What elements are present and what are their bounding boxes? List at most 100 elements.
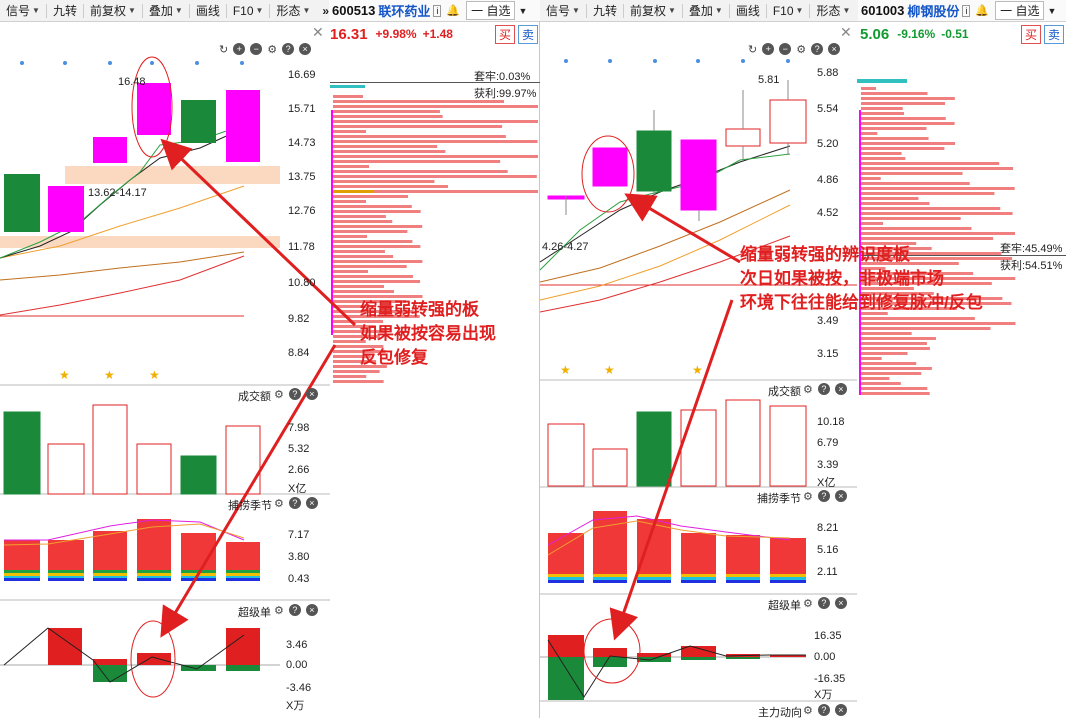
help-icon[interactable]: ?: [288, 604, 301, 616]
buy-button[interactable]: 买: [1020, 24, 1041, 44]
toolbar-separator: [585, 3, 587, 18]
watchlist-button[interactable]: 一 自选: [466, 1, 516, 20]
left-chart-panel: 信号 ▼ 九转 前复权 ▼ 叠加 ▼ 画线 F10 ▼ 形态 ▼ » 600513 联环药业 i 🔔 …: [0, 0, 540, 718]
toolbar-item-label: 叠加: [148, 4, 173, 18]
toolbar-item-label: 画线: [735, 4, 760, 18]
zoom-out-icon[interactable]: −: [779, 43, 792, 55]
super-order-axis-label: -3.46: [286, 682, 312, 694]
toolbar-item[interactable]: 信号 ▼: [540, 2, 586, 19]
close-icon[interactable]: ×: [828, 43, 841, 55]
sell-button[interactable]: 卖: [1043, 24, 1064, 44]
toolbar-item[interactable]: 形态 ▼: [810, 2, 856, 19]
refresh-icon[interactable]: ↻: [219, 44, 229, 56]
high-price-label: 5.81: [758, 74, 780, 86]
close-icon[interactable]: ×: [305, 497, 318, 509]
close-icon[interactable]: ×: [305, 604, 318, 616]
gear-icon[interactable]: ⚙: [803, 705, 813, 717]
gear-icon[interactable]: ⚙: [803, 384, 813, 396]
zoom-in-icon[interactable]: +: [762, 43, 775, 55]
close-icon[interactable]: ×: [834, 597, 847, 609]
help-icon[interactable]: ?: [282, 43, 295, 55]
chart-controls: ↻ + − ⚙ ? ×: [219, 43, 312, 56]
gear-icon[interactable]: ⚙: [274, 498, 284, 510]
left-quote-header: 600513 联环药业 i 🔔 一 自选 ▼: [329, 0, 540, 22]
help-icon[interactable]: ?: [817, 597, 830, 609]
toolbar-item-label: 形态: [276, 4, 301, 18]
volume-axis-label: 5.32: [288, 443, 310, 455]
close-icon[interactable]: ×: [834, 490, 847, 502]
toolbar-item[interactable]: F10 ▼: [767, 4, 810, 18]
toolbar-item[interactable]: 前复权 ▼: [84, 2, 142, 19]
panel-controls: ⚙? ×: [803, 490, 847, 503]
zoom-out-icon[interactable]: −: [250, 43, 263, 55]
toolbar-item[interactable]: F10 ▼: [227, 4, 270, 18]
panel-controls: ⚙? ×: [274, 604, 318, 617]
buy-button[interactable]: 买: [494, 24, 515, 44]
help-icon[interactable]: ?: [288, 388, 301, 400]
info-icon[interactable]: i: [962, 4, 971, 17]
toolbar-item-label: 信号: [6, 4, 31, 18]
panel-controls: ⚙? ×: [803, 597, 847, 610]
gear-icon[interactable]: ⚙: [796, 44, 807, 56]
help-icon[interactable]: ?: [811, 43, 824, 55]
season-axis-label: 5.16: [817, 544, 839, 556]
help-icon[interactable]: ?: [817, 704, 830, 716]
close-icon[interactable]: ✕: [312, 24, 324, 40]
bell-icon[interactable]: 🔔: [446, 5, 461, 17]
zoom-in-icon[interactable]: +: [233, 43, 246, 55]
toolbar-item[interactable]: 信号 ▼: [0, 2, 46, 19]
toolbar-item[interactable]: 九转: [587, 2, 623, 19]
help-icon[interactable]: ?: [288, 497, 301, 509]
more-toolbar-button[interactable]: »: [322, 3, 330, 18]
range-label: 4.26-4.27: [542, 241, 589, 253]
sell-button[interactable]: 卖: [517, 24, 538, 44]
gear-icon[interactable]: ⚙: [267, 44, 278, 56]
toolbar-item[interactable]: 画线: [730, 2, 766, 19]
toolbar-separator: [681, 3, 683, 18]
info-icon[interactable]: i: [433, 4, 442, 17]
toolbar-item[interactable]: 叠加 ▼: [683, 2, 729, 19]
chevron-down-icon[interactable]: ▼: [518, 5, 528, 16]
toolbar-item[interactable]: 画线: [190, 2, 226, 19]
toolbar-separator: [82, 3, 84, 18]
price-axis-label: 13.75: [288, 171, 316, 183]
toolbar-item[interactable]: 形态 ▼: [270, 2, 316, 19]
price-axis-label: 5.54: [817, 103, 839, 115]
refresh-icon[interactable]: ↻: [748, 44, 758, 56]
toolbar-item[interactable]: 叠加 ▼: [143, 2, 189, 19]
gear-icon[interactable]: ⚙: [803, 491, 813, 503]
abs-change: +1.48: [422, 27, 453, 41]
close-icon[interactable]: ×: [299, 43, 312, 55]
chevron-down-icon: ▼: [255, 6, 264, 15]
toolbar-item-label: 信号: [546, 4, 571, 18]
price-axis-label: 11.78: [288, 241, 315, 253]
close-icon[interactable]: ×: [834, 704, 847, 716]
bell-icon[interactable]: 🔔: [975, 5, 990, 17]
close-icon[interactable]: ✕: [840, 24, 852, 40]
toolbar-separator: [622, 3, 624, 18]
chevron-down-icon[interactable]: ▼: [1047, 5, 1057, 16]
close-icon[interactable]: ×: [305, 388, 318, 400]
gear-icon[interactable]: ⚙: [274, 389, 284, 401]
stock-name[interactable]: 柳钢股份: [907, 4, 960, 19]
stock-name[interactable]: 联环药业: [378, 4, 431, 19]
toolbar-separator: [45, 3, 47, 18]
help-icon[interactable]: ?: [817, 490, 830, 502]
stock-code: 600513: [332, 3, 376, 18]
toolbar-item-label: 前复权: [89, 4, 126, 18]
gear-icon[interactable]: ⚙: [274, 605, 284, 617]
gear-icon[interactable]: ⚙: [803, 598, 813, 610]
help-icon[interactable]: ?: [817, 383, 830, 395]
super-order-axis-label: X万: [286, 700, 305, 712]
super-order-panel-title: 超级单: [238, 607, 271, 619]
volume-axis-label: 6.79: [817, 437, 839, 449]
season-axis-label: 8.21: [817, 522, 839, 534]
toolbar-item[interactable]: 前复权 ▼: [624, 2, 682, 19]
watchlist-button[interactable]: 一 自选: [995, 1, 1045, 20]
volume-axis-label: 10.18: [817, 416, 845, 428]
toolbar-item[interactable]: 九转: [47, 2, 83, 19]
close-icon[interactable]: ×: [834, 383, 847, 395]
price-axis-label: 9.82: [288, 313, 310, 325]
range-label: 13.62-14.17: [88, 187, 147, 199]
